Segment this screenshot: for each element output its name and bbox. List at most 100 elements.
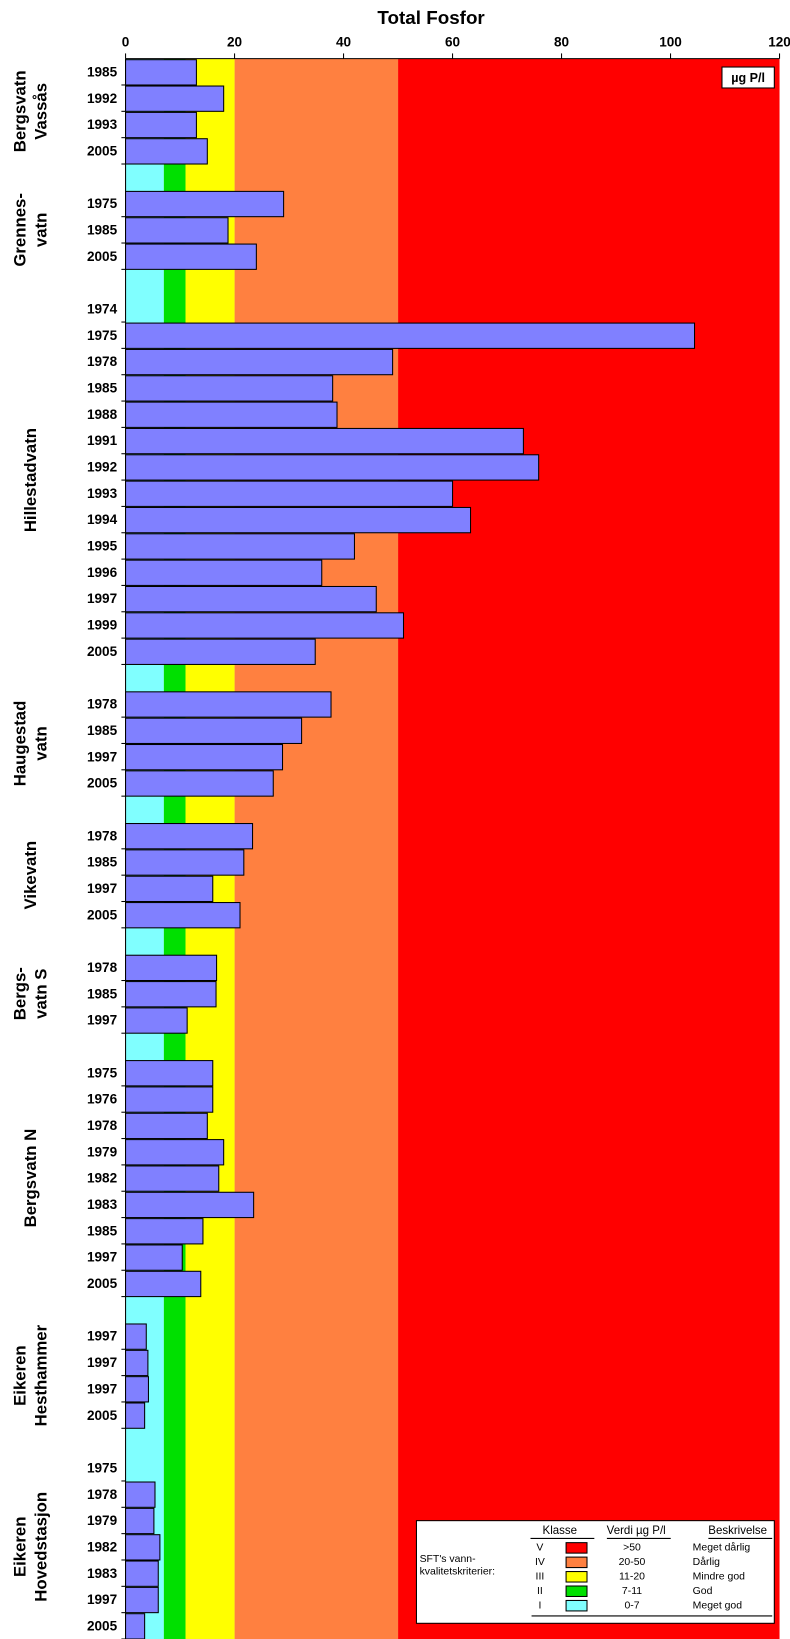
legend-range: 7-11 bbox=[622, 1586, 642, 1597]
y-tick-label: 1985 bbox=[87, 222, 118, 237]
y-tick-label: 1978 bbox=[87, 1487, 118, 1502]
group-label: vatn bbox=[31, 213, 50, 247]
y-tick-label: 2005 bbox=[87, 776, 118, 791]
y-tick-label: 1974 bbox=[87, 302, 118, 317]
group-label: Bergsvatn N bbox=[21, 1129, 40, 1228]
bar bbox=[125, 1402, 146, 1429]
legend-description: Mindre god bbox=[693, 1572, 745, 1583]
y-tick-label: 1993 bbox=[87, 486, 118, 501]
y-tick-label: 2005 bbox=[87, 1618, 118, 1633]
y-tick-label: 1978 bbox=[87, 960, 118, 975]
legend-range: 0-7 bbox=[624, 1600, 639, 1611]
legend-description: God bbox=[693, 1586, 713, 1597]
legend-description: Dårlig bbox=[693, 1556, 720, 1568]
y-tick-label: 1982 bbox=[87, 1171, 118, 1186]
x-tick-label: 40 bbox=[336, 35, 351, 50]
group-label: Eikeren bbox=[10, 1345, 29, 1405]
bar bbox=[125, 1323, 147, 1350]
quality-band bbox=[398, 58, 780, 1639]
y-tick-label: 1975 bbox=[87, 196, 118, 211]
bar bbox=[125, 533, 355, 560]
y-tick-label: 2005 bbox=[87, 644, 118, 659]
legend-range: 11-20 bbox=[619, 1572, 645, 1583]
legend-header: Beskrivelse bbox=[708, 1525, 767, 1537]
bar bbox=[125, 401, 338, 428]
legend-header: Verdi µg P/l bbox=[607, 1525, 666, 1537]
legend-class: III bbox=[536, 1572, 545, 1583]
y-tick-label: 1979 bbox=[87, 1513, 118, 1528]
legend-range: 20-50 bbox=[619, 1557, 646, 1568]
bar bbox=[125, 1191, 255, 1219]
y-tick-label: 1997 bbox=[87, 1355, 117, 1370]
y-tick-label: 1997 bbox=[87, 1329, 117, 1344]
bar bbox=[125, 691, 332, 718]
group-label: Bergs- bbox=[10, 967, 29, 1020]
legend-note: SFT's vann- bbox=[420, 1554, 477, 1565]
y-tick-label: 1994 bbox=[87, 512, 118, 527]
legend-swatch bbox=[565, 1571, 588, 1583]
group-label: vatn S bbox=[31, 969, 50, 1019]
chart-title: Total Fosfor bbox=[377, 7, 485, 28]
y-tick-label: 1975 bbox=[87, 328, 118, 343]
bar bbox=[125, 638, 316, 665]
bar bbox=[125, 981, 217, 1008]
y-tick-label: 2005 bbox=[87, 907, 118, 922]
bar bbox=[125, 1507, 155, 1535]
y-tick-label: 1978 bbox=[87, 828, 118, 843]
y-tick-label: 1997 bbox=[87, 881, 117, 896]
bar bbox=[125, 1165, 220, 1192]
quality-band bbox=[234, 58, 399, 1639]
bar bbox=[125, 559, 323, 586]
x-tick-label: 120 bbox=[768, 35, 790, 50]
y-tick-label: 1985 bbox=[87, 381, 118, 396]
y-tick-label: 1983 bbox=[87, 1566, 118, 1581]
y-tick-label: 2005 bbox=[87, 249, 118, 264]
y-tick-label: 1988 bbox=[87, 407, 118, 422]
y-tick-label: 1999 bbox=[87, 618, 118, 633]
y-tick-label: 1995 bbox=[87, 539, 118, 554]
bar bbox=[125, 1086, 214, 1113]
y-tick-label: 1978 bbox=[87, 697, 118, 712]
y-tick-label: 1997 bbox=[87, 591, 117, 606]
bar bbox=[125, 1481, 156, 1508]
x-tick-label: 20 bbox=[227, 35, 242, 50]
bar bbox=[125, 1139, 225, 1166]
unit-box bbox=[721, 66, 775, 89]
bar bbox=[125, 1060, 214, 1087]
bar bbox=[125, 875, 214, 903]
group-label: Eikeren bbox=[10, 1517, 29, 1577]
group-label: Bergsvatn bbox=[10, 70, 29, 152]
bar bbox=[125, 1613, 146, 1639]
legend-header: Klasse bbox=[543, 1525, 578, 1537]
y-tick-label: 1975 bbox=[87, 1065, 118, 1080]
y-tick-label: 1997 bbox=[87, 1250, 117, 1265]
y-tick-label: 1992 bbox=[87, 91, 118, 106]
bar bbox=[125, 111, 197, 139]
legend-class: IV bbox=[535, 1557, 545, 1568]
legend-class: V bbox=[536, 1543, 543, 1554]
bar bbox=[125, 1112, 208, 1140]
y-tick-label: 1997 bbox=[87, 1592, 117, 1607]
legend-description: Meget dårlig bbox=[693, 1542, 751, 1554]
y-tick-label: 1997 bbox=[87, 1013, 117, 1028]
bar bbox=[125, 1270, 202, 1298]
y-tick-label: 1976 bbox=[87, 1092, 118, 1107]
group-label: Hesthammer bbox=[31, 1324, 50, 1426]
y-tick-label: 1975 bbox=[87, 1460, 118, 1475]
y-tick-label: 1992 bbox=[87, 460, 118, 475]
group-label: Hovedstasjon bbox=[31, 1492, 50, 1602]
bar bbox=[125, 375, 334, 402]
bar bbox=[125, 138, 208, 165]
bar bbox=[125, 743, 284, 771]
y-tick-label: 1985 bbox=[87, 723, 118, 738]
bar bbox=[125, 1376, 149, 1403]
legend-swatch bbox=[565, 1556, 588, 1569]
y-tick-label: 1993 bbox=[87, 117, 118, 132]
legend-description: Meget god bbox=[693, 1600, 743, 1611]
y-tick-label: 1985 bbox=[87, 1223, 118, 1238]
bar bbox=[125, 1244, 183, 1271]
group-label: Grennes- bbox=[10, 193, 29, 267]
bar bbox=[125, 612, 405, 639]
legend-box bbox=[415, 1520, 775, 1624]
group-label: Haugestad bbox=[10, 701, 29, 787]
